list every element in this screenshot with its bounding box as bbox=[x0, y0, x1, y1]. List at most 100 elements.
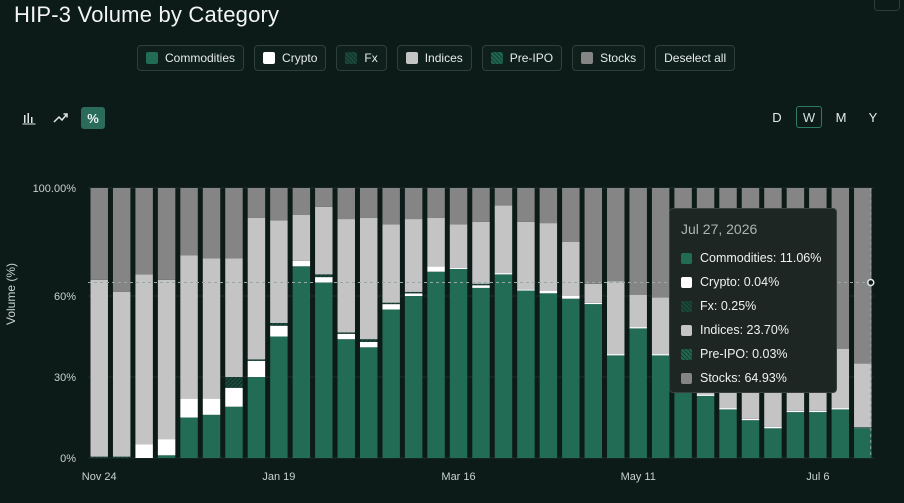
bar-segment-stocks bbox=[854, 187, 872, 364]
bar-segment-indices bbox=[135, 274, 153, 445]
legend-item-commodities[interactable]: Commodities bbox=[137, 45, 245, 71]
bar-segment-crypto bbox=[562, 296, 580, 299]
crypto-swatch-icon bbox=[263, 52, 276, 64]
bar-segment-fx bbox=[315, 274, 333, 278]
page-title: HIP-3 Volume by Category bbox=[14, 2, 280, 27]
bar-segment-crypto bbox=[337, 333, 355, 340]
bar-segment-stocks bbox=[562, 188, 580, 242]
bar-segment-indices bbox=[382, 224, 400, 303]
bar-segment-fx bbox=[112, 456, 131, 458]
bar-segment-commodities bbox=[674, 377, 692, 458]
bar-segment-fx bbox=[854, 427, 872, 429]
bar-segment-stocks bbox=[517, 188, 535, 222]
y-tick-label: 60% bbox=[54, 291, 76, 303]
bar-segment-stocks bbox=[337, 188, 355, 220]
legend-item-pre-ipo[interactable]: Pre-IPO bbox=[481, 45, 563, 71]
bar-segment-commodities bbox=[562, 298, 580, 458]
bar-segment-indices bbox=[517, 221, 535, 290]
bar-segment-commodities bbox=[472, 287, 490, 458]
bar-segment-crypto bbox=[831, 408, 850, 410]
x-tick-label: Jan 19 bbox=[262, 471, 295, 483]
bar-segment-indices bbox=[494, 205, 513, 274]
bar-segment-crypto bbox=[786, 410, 805, 413]
bar-segment-stocks bbox=[494, 188, 513, 206]
bar-segment-crypto bbox=[651, 354, 670, 356]
tooltip-row-indices: Indices: 23.70% bbox=[681, 318, 836, 342]
tooltip-value: Stocks: 64.93% bbox=[700, 371, 787, 385]
tooltip-row-crypto: Crypto: 0.04% bbox=[681, 270, 836, 294]
period-year-button[interactable]: Y bbox=[868, 109, 878, 125]
bar-segment-crypto bbox=[449, 267, 468, 269]
y-tick-label: 30% bbox=[54, 372, 76, 384]
bar-segment-crypto bbox=[359, 341, 378, 348]
bar-segment-commodities bbox=[180, 417, 198, 458]
fx-swatch-icon bbox=[681, 300, 692, 312]
bar-segment-crypto bbox=[809, 410, 827, 413]
bar-segment-commodities bbox=[607, 355, 625, 458]
fx-swatch-icon bbox=[345, 52, 358, 64]
bar-segment-commodities bbox=[449, 269, 468, 458]
hover-tooltip: Jul 27, 2026 Commodities: 11.06% Crypto:… bbox=[669, 208, 837, 393]
bar-segment-indices bbox=[584, 283, 603, 303]
y-tick-label: 100.00% bbox=[33, 183, 77, 195]
legend-item-indices[interactable]: Indices bbox=[396, 45, 472, 71]
bar-segment-commodities bbox=[292, 266, 311, 458]
bar-segment-crypto bbox=[539, 290, 558, 294]
bar-segment-fx bbox=[359, 339, 378, 342]
period-month-button[interactable]: M bbox=[835, 109, 847, 125]
bar-segment-fx bbox=[90, 456, 108, 458]
legend-item-stocks[interactable]: Stocks bbox=[572, 45, 646, 71]
bar-segment-indices bbox=[157, 279, 176, 440]
deselect-all-button[interactable]: Deselect all bbox=[655, 45, 736, 71]
bar-segment-commodities bbox=[854, 428, 872, 458]
bar-segment-commodities bbox=[741, 420, 760, 458]
bar-chart-mode-button[interactable] bbox=[17, 107, 41, 129]
bar-segment-stocks bbox=[315, 188, 333, 207]
pre-ipo-swatch-icon bbox=[490, 52, 503, 64]
bar-segment-fx bbox=[472, 283, 490, 286]
bar-segment-indices bbox=[247, 217, 266, 360]
legend-label: Indices bbox=[424, 51, 463, 65]
bar-segment-stocks bbox=[112, 188, 131, 292]
bar-segment-stocks bbox=[404, 188, 423, 220]
bar-segment-fx bbox=[382, 302, 400, 305]
bar-segment-stocks bbox=[427, 188, 445, 218]
tooltip-value: Crypto: 0.04% bbox=[700, 275, 780, 289]
bar-segment-commodities bbox=[247, 377, 266, 458]
percent-mode-button[interactable]: % bbox=[81, 107, 105, 129]
bar-segment-crypto bbox=[494, 273, 513, 275]
stocks-swatch-icon bbox=[581, 52, 594, 64]
bar-segment-fx bbox=[404, 291, 423, 294]
bar-segment-commodities bbox=[539, 293, 558, 458]
bar-segment-commodities bbox=[809, 412, 827, 458]
legend-label: Pre-IPO bbox=[509, 51, 554, 65]
line-chart-mode-button[interactable] bbox=[49, 107, 73, 129]
bar-segment-indices bbox=[607, 281, 625, 355]
bar-segment-crypto bbox=[225, 387, 243, 407]
bar-segment-stocks bbox=[135, 188, 153, 275]
bar-segment-stocks bbox=[584, 188, 603, 284]
chart-mode-toolbar: % bbox=[17, 107, 105, 129]
bar-segment-fx bbox=[225, 377, 243, 388]
y-tick-label: 0% bbox=[60, 453, 76, 465]
bar-segment-crypto bbox=[157, 439, 176, 456]
legend-item-crypto[interactable]: Crypto bbox=[254, 45, 327, 71]
period-week-button[interactable]: W bbox=[796, 106, 822, 128]
indices-swatch-icon bbox=[405, 52, 418, 64]
crypto-swatch-icon bbox=[681, 276, 692, 288]
bar-segment-stocks bbox=[651, 188, 670, 298]
bar-segment-commodities bbox=[719, 409, 737, 458]
bar-segment-indices bbox=[90, 279, 108, 457]
bar-segment-commodities bbox=[786, 412, 805, 458]
bar-segment-crypto bbox=[382, 304, 400, 310]
bar-segment-stocks bbox=[247, 188, 266, 218]
period-day-button[interactable]: D bbox=[772, 109, 782, 125]
bar-segment-commodities bbox=[831, 409, 850, 458]
bar-segment-stocks bbox=[157, 188, 176, 280]
legend-item-fx[interactable]: Fx bbox=[336, 45, 387, 71]
bar-segment-crypto bbox=[270, 325, 288, 337]
bar-segment-crypto bbox=[135, 444, 153, 458]
bar-segment-crypto bbox=[180, 398, 198, 418]
bar-segment-crypto bbox=[584, 302, 603, 305]
corner-menu-button[interactable] bbox=[874, 0, 900, 11]
